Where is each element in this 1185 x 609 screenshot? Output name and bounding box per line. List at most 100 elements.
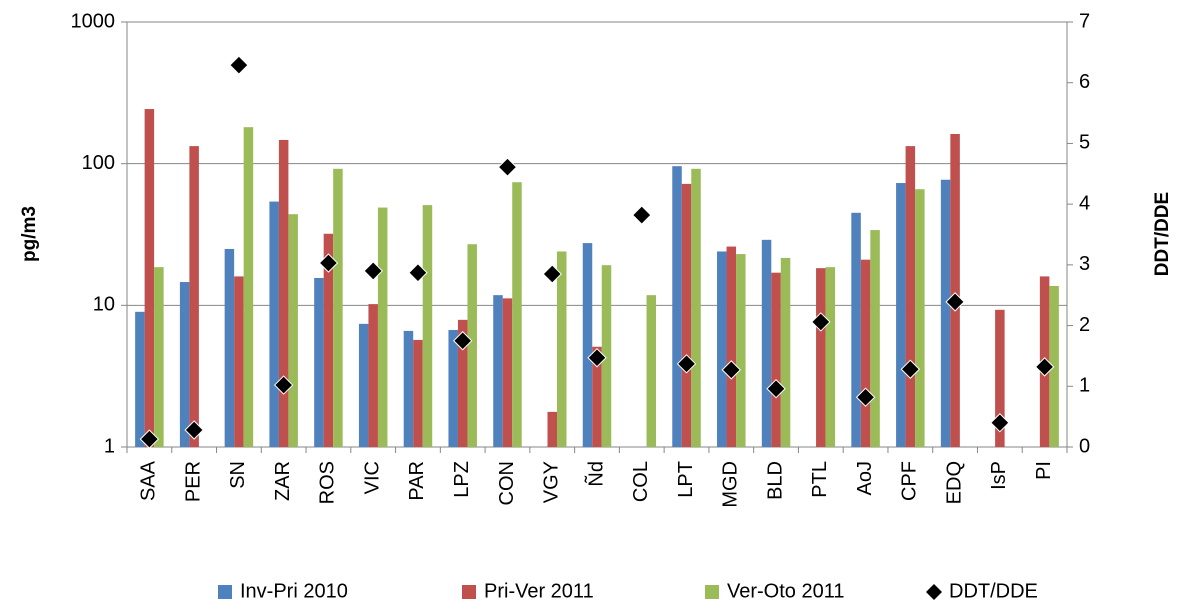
bar	[940, 179, 951, 448]
x-tick-label: PI	[1033, 461, 1055, 480]
bar	[278, 139, 289, 447]
x-tick-label: Ñd	[583, 461, 607, 487]
bar	[502, 298, 513, 447]
bar	[816, 268, 826, 447]
y2-tick-label: 1	[1079, 375, 1090, 397]
bar	[717, 251, 727, 447]
bar	[1049, 285, 1059, 447]
x-tick-label: PTL	[809, 461, 831, 498]
diamond-marker	[408, 263, 428, 283]
x-tick-label: ZAR	[272, 461, 294, 501]
x-tick-label: CPF	[899, 461, 921, 501]
bar	[726, 246, 737, 447]
bar	[592, 346, 602, 447]
x-tick-label: LPT	[675, 461, 697, 498]
bar	[556, 251, 567, 447]
diamond-marker	[855, 387, 876, 407]
bar	[422, 205, 433, 447]
bar	[672, 166, 682, 448]
x-tick-label: MGD	[720, 461, 742, 508]
bar	[950, 133, 960, 448]
legend-marker	[926, 584, 942, 600]
bar	[179, 282, 190, 447]
bar	[288, 214, 298, 447]
bar	[234, 276, 244, 447]
diamond-marker	[632, 205, 652, 225]
legend-swatch	[462, 585, 476, 599]
x-tick-label: PER	[182, 461, 204, 502]
x-tick-label: VGY	[541, 461, 563, 503]
diamond-marker	[766, 379, 786, 399]
x-tick-label: SN	[227, 461, 249, 489]
diamond-marker	[721, 360, 741, 380]
y2-axis-label: DDT/DDE	[1152, 192, 1173, 276]
diamond-marker	[990, 413, 1010, 433]
bar	[761, 239, 772, 447]
diamond-marker	[497, 157, 518, 177]
bar	[269, 201, 279, 447]
bar	[681, 183, 692, 447]
diamond-marker	[318, 253, 339, 273]
y-tick-label: 1000	[71, 10, 116, 32]
bar	[403, 330, 414, 447]
bar	[189, 146, 199, 447]
bar	[314, 277, 324, 447]
y2-tick-label: 6	[1079, 71, 1090, 93]
bar	[860, 259, 871, 447]
diamond-marker	[229, 55, 249, 75]
bar	[601, 265, 612, 447]
bar	[467, 244, 477, 447]
y2-tick-label: 5	[1079, 132, 1090, 154]
legend-label: Inv-Pri 2010	[240, 580, 348, 602]
bar	[493, 295, 503, 447]
bar	[736, 254, 746, 447]
diamond-marker	[676, 354, 697, 374]
x-tick-label: COL	[630, 461, 652, 502]
diamond-marker	[453, 331, 473, 351]
y-tick-label: 100	[82, 152, 115, 174]
bar	[135, 311, 145, 447]
bar	[358, 323, 369, 447]
x-tick-label: VIC	[361, 461, 383, 494]
legend-swatch	[218, 585, 232, 599]
bar	[448, 329, 458, 447]
diamond-marker	[542, 264, 562, 284]
x-tick-label: CON	[496, 461, 518, 505]
legend-label: Pri-Ver 2011	[484, 580, 594, 602]
bar	[368, 304, 378, 447]
x-tick-label: BLD	[764, 461, 786, 500]
bar	[851, 212, 861, 447]
legend-label: Ver-Oto 2011	[727, 580, 844, 602]
bar	[413, 339, 423, 447]
bar	[457, 319, 468, 447]
y2-tick-label: 4	[1079, 192, 1090, 214]
bar	[333, 168, 343, 447]
diamond-marker	[363, 261, 383, 281]
diamond-marker	[1034, 357, 1055, 377]
bar	[691, 168, 701, 447]
diamond-marker	[945, 292, 965, 312]
bar	[547, 411, 557, 447]
bar	[243, 127, 254, 447]
bar	[825, 267, 836, 447]
diamond-marker	[273, 375, 294, 395]
diamond-marker	[811, 312, 831, 332]
bar	[154, 267, 164, 447]
x-tick-label: PAR	[406, 461, 428, 501]
bar	[780, 257, 791, 447]
y2-tick-label: 2	[1079, 314, 1090, 336]
bar	[582, 243, 593, 447]
bar	[995, 309, 1005, 447]
y2-tick-label: 0	[1079, 435, 1090, 457]
x-tick-label: AoJ	[854, 461, 876, 495]
diamond-marker	[184, 420, 204, 440]
x-tick-label: EDQ	[943, 461, 965, 504]
bar	[377, 207, 388, 447]
bar	[323, 233, 334, 447]
bar	[144, 109, 155, 447]
x-tick-label: ROS	[317, 461, 339, 504]
x-tick-label: LPZ	[451, 461, 473, 498]
diamond-marker	[900, 359, 921, 379]
x-tick-label: SAA	[138, 460, 160, 501]
